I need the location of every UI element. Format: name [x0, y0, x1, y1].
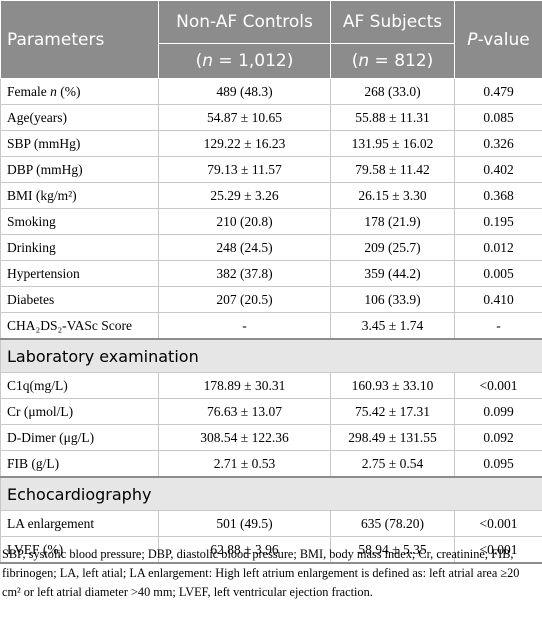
cell-non-af: 129.22 ± 16.23 [158, 130, 331, 157]
cell-af: 298.49 ± 131.55 [330, 424, 455, 451]
general-rows: Female n (%) 489 (48.3) 268 (33.0) 0.479 Age… [0, 78, 542, 340]
cell-non-af: 382 (37.8) [158, 260, 331, 287]
cell-non-af: 489 (48.3) [158, 78, 331, 105]
cell-af: 268 (33.0) [330, 78, 455, 105]
header-af-n: (n = 812) [330, 43, 455, 79]
cell-non-af: 2.71 ± 0.53 [158, 450, 331, 478]
section-laboratory-examination: Laboratory examination [0, 338, 542, 373]
cell-p-value: 0.092 [454, 424, 542, 451]
cell-non-af: 207 (20.5) [158, 286, 331, 313]
section-echocardiography: Echocardiography [0, 476, 542, 511]
table-row: Drinking 248 (24.5) 209 (25.7) 0.012 [0, 234, 542, 261]
cell-non-af: 210 (20.8) [158, 208, 331, 235]
cell-p-value: 0.368 [454, 182, 542, 209]
baseline-characteristics-table: Parameters Non-AF Controls AF Subjects P… [0, 0, 542, 564]
cell-parameter: Female n (%) [0, 78, 159, 105]
header-af-subjects: AF Subjects [330, 0, 455, 44]
cell-p-value: 0.099 [454, 398, 542, 425]
echo-rows: LA enlargement 501 (49.5) 635 (78.20) <0.00… [0, 510, 542, 564]
cell-parameter: Age(years) [0, 104, 159, 131]
cell-non-af: 25.29 ± 3.26 [158, 182, 331, 209]
cell-parameter: D-Dimer (μg/L) [0, 424, 159, 451]
table-row: Female n (%) 489 (48.3) 268 (33.0) 0.479 [0, 78, 542, 105]
table-row: DBP (mmHg) 79.13 ± 11.57 79.58 ± 11.42 0.40… [0, 156, 542, 183]
cell-af: 2.75 ± 0.54 [330, 450, 455, 478]
cell-p-value: 0.326 [454, 130, 542, 157]
cell-parameter: Cr (μmol/L) [0, 398, 159, 425]
table-row: BMI (kg/m²) 25.29 ± 3.26 26.15 ± 3.30 0.368 [0, 182, 542, 209]
cell-parameter: Hypertension [0, 260, 159, 287]
cell-parameter: Smoking [0, 208, 159, 235]
cell-af: 3.45 ± 1.74 [330, 312, 455, 340]
cell-parameter: SBP (mmHg) [0, 130, 159, 157]
cell-af: 160.93 ± 33.10 [330, 372, 455, 399]
table-row: C1q(mg/L) 178.89 ± 30.31 160.93 ± 33.10 <0.… [0, 372, 542, 399]
cell-p-value: 0.195 [454, 208, 542, 235]
cell-parameter: DBP (mmHg) [0, 156, 159, 183]
header-parameters: Parameters [0, 0, 159, 79]
cell-non-af: 79.13 ± 11.57 [158, 156, 331, 183]
cell-parameter: LA enlargement [0, 510, 159, 537]
baseline-characteristics-table-container: Parameters Non-AF Controls AF Subjects P… [0, 0, 542, 564]
cell-non-af: 62.88 ± 3.96 [158, 536, 331, 564]
cell-af: 131.95 ± 16.02 [330, 130, 455, 157]
cell-af: 209 (25.7) [330, 234, 455, 261]
cell-non-af: 248 (24.5) [158, 234, 331, 261]
cell-parameter: LVEF (%) [0, 536, 159, 564]
header-p-value: P-value [454, 0, 542, 79]
cell-parameter: CHA₂DS₂-VASc Score [0, 312, 159, 340]
cell-parameter: C1q(mg/L) [0, 372, 159, 399]
cell-non-af: 308.54 ± 122.36 [158, 424, 331, 451]
table-row: SBP (mmHg) 129.22 ± 16.23 131.95 ± 16.02 0.… [0, 130, 542, 157]
cell-af: 79.58 ± 11.42 [330, 156, 455, 183]
cell-parameter: Drinking [0, 234, 159, 261]
cell-non-af: 76.63 ± 13.07 [158, 398, 331, 425]
header-non-af-controls: Non-AF Controls [158, 0, 331, 44]
lab-rows: C1q(mg/L) 178.89 ± 30.31 160.93 ± 33.10 <0.… [0, 372, 542, 478]
cell-parameter: Diabetes [0, 286, 159, 313]
cell-af: 359 (44.2) [330, 260, 455, 287]
table-row: D-Dimer (μg/L) 308.54 ± 122.36 298.49 ± 13… [0, 424, 542, 451]
cell-af: 178 (21.9) [330, 208, 455, 235]
cell-af: 75.42 ± 17.31 [330, 398, 455, 425]
table-row: LA enlargement 501 (49.5) 635 (78.20) <0.00… [0, 510, 542, 537]
cell-p-value: 0.005 [454, 260, 542, 287]
cell-p-value: 0.095 [454, 450, 542, 478]
echo-section: Echocardiography [0, 476, 542, 511]
table-row: Hypertension 382 (37.8) 359 (44.2) 0.005 [0, 260, 542, 287]
cell-non-af: 54.87 ± 10.65 [158, 104, 331, 131]
table-row: Age(years) 54.87 ± 10.65 55.88 ± 11.31 0.08… [0, 104, 542, 131]
cell-p-value: 0.085 [454, 104, 542, 131]
table-row: FIB (g/L) 2.71 ± 0.53 2.75 ± 0.54 0.095 [0, 450, 542, 478]
table-row: Cr (μmol/L) 76.63 ± 13.07 75.42 ± 17.31 0.0… [0, 398, 542, 425]
cell-p-value: 0.479 [454, 78, 542, 105]
cell-p-value: 0.402 [454, 156, 542, 183]
cell-af: 26.15 ± 3.30 [330, 182, 455, 209]
table-footnote: SBP, systolic blood pressure; DBP, diast… [2, 547, 520, 599]
table-row: Smoking 210 (20.8) 178 (21.9) 0.195 [0, 208, 542, 235]
cell-p-value: <0.001 [454, 372, 542, 399]
header-non-af-n: (n = 1,012) [158, 43, 331, 79]
cell-p-value: <0.001 [454, 510, 542, 537]
cell-non-af: 501 (49.5) [158, 510, 331, 537]
cell-p-value: - [454, 312, 542, 340]
cell-af: 635 (78.20) [330, 510, 455, 537]
cell-af: 58.94 ± 5.35 [330, 536, 455, 564]
table-row: LVEF (%) 62.88 ± 3.96 58.94 ± 5.35 <0.001 [0, 536, 542, 564]
cell-af: 106 (33.9) [330, 286, 455, 313]
table-row: Diabetes 207 (20.5) 106 (33.9) 0.410 [0, 286, 542, 313]
cell-parameter: FIB (g/L) [0, 450, 159, 478]
table-row: CHA₂DS₂-VASc Score -3.45 ± 1.74- [0, 312, 542, 340]
cell-non-af: - [158, 312, 331, 340]
cell-p-value: 0.012 [454, 234, 542, 261]
cell-p-value: <0.001 [454, 536, 542, 564]
cell-parameter: BMI (kg/m²) [0, 182, 159, 209]
cell-non-af: 178.89 ± 30.31 [158, 372, 331, 399]
lab-section: Laboratory examination [0, 338, 542, 373]
cell-p-value: 0.410 [454, 286, 542, 313]
cell-af: 55.88 ± 11.31 [330, 104, 455, 131]
